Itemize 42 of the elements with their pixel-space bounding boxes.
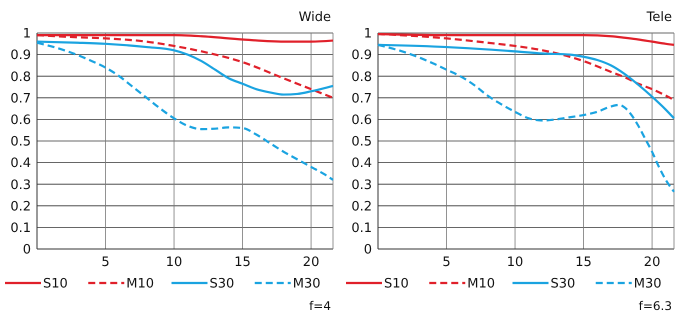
legend-label: S10 — [384, 276, 409, 292]
y-tick-label: 0.8 — [351, 70, 372, 85]
legend-label: M10 — [467, 276, 496, 292]
chart-title: Wide — [298, 10, 331, 25]
x-tick-label: 10 — [166, 255, 182, 270]
y-tick-label: 0.4 — [10, 156, 31, 172]
x-tick-label: 20 — [302, 255, 320, 270]
y-tick-label: 1 — [364, 26, 372, 42]
y-tick-label: 0.5 — [10, 134, 31, 150]
y-tick-label: 0.9 — [351, 48, 372, 64]
x-tick-label: 20 — [644, 255, 660, 270]
legend-label: M30 — [292, 276, 321, 292]
legend-label: M10 — [126, 276, 154, 292]
y-tick-label: 0.2 — [351, 199, 372, 214]
y-tick-label: 0.7 — [10, 91, 31, 106]
x-tick-label: 15 — [234, 255, 251, 270]
y-tick-label: 0.9 — [10, 48, 31, 64]
y-tick-label: 0.5 — [351, 134, 372, 150]
y-tick-label: 0.4 — [351, 156, 372, 172]
y-tick-label: 0.3 — [10, 178, 31, 193]
y-tick-label: 0.3 — [351, 178, 372, 193]
legend-label: M30 — [634, 276, 662, 292]
chart-title: Tele — [646, 10, 672, 25]
x-tick-label: 15 — [575, 255, 592, 270]
y-tick-label: 0.8 — [10, 70, 31, 85]
y-tick-label: 0.7 — [351, 91, 372, 106]
legend-label: S30 — [550, 276, 576, 292]
x-tick-label: 5 — [101, 255, 110, 270]
y-tick-label: 0 — [364, 242, 372, 258]
x-tick-label: 10 — [506, 255, 524, 270]
y-tick-label: 0 — [22, 242, 31, 258]
text: f=4 — [309, 299, 331, 313]
x-tick-label: 5 — [442, 255, 451, 270]
y-tick-label: 0.6 — [10, 112, 31, 128]
y-tick-label: 0.1 — [10, 220, 31, 236]
y-tick-label: 0.6 — [351, 112, 372, 128]
y-tick-label: 0.2 — [10, 199, 31, 214]
text: f=6.3 — [638, 299, 672, 313]
legend-label: S30 — [210, 276, 234, 292]
legend-label: S10 — [43, 276, 68, 292]
y-tick-label: 0.1 — [351, 220, 372, 236]
y-tick-label: 1 — [22, 26, 31, 42]
